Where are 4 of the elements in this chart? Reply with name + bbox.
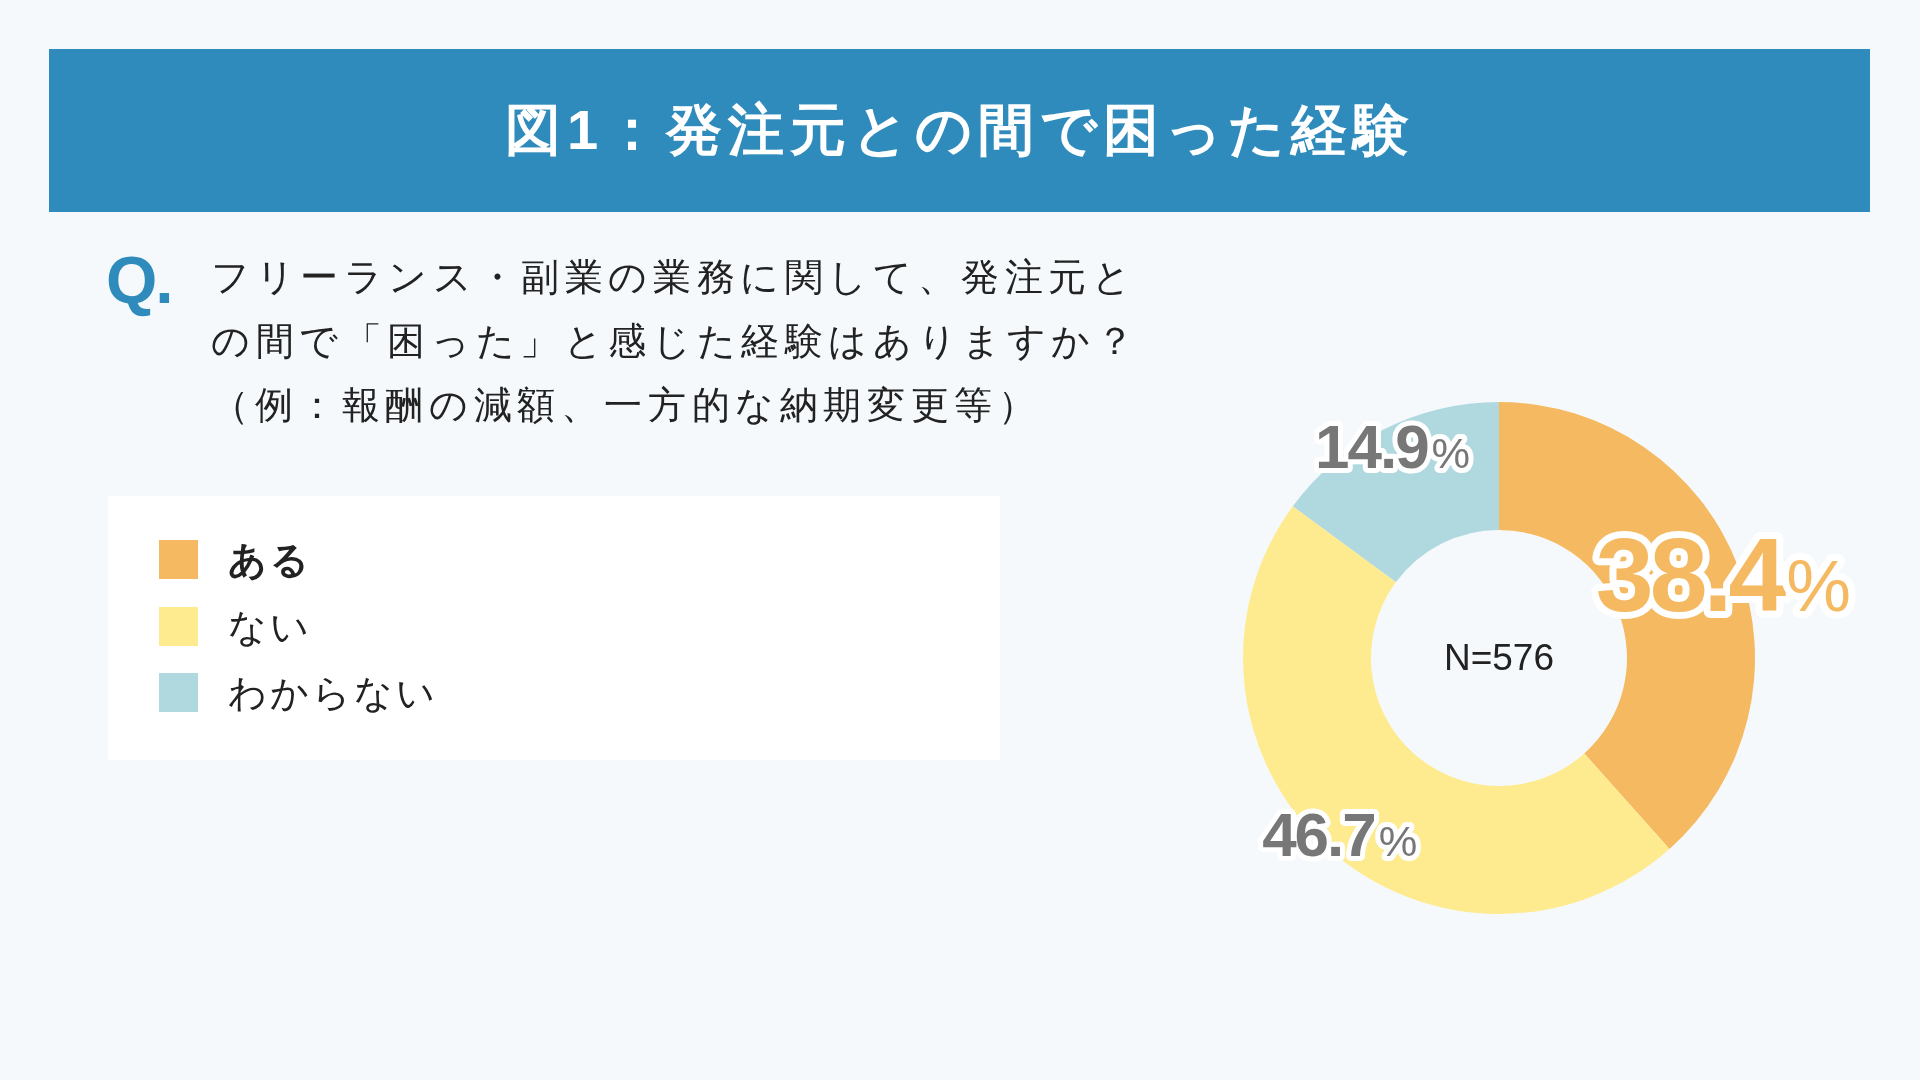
title: 図1：発注元との間で困った経験 [504,97,1416,163]
annotation: Q. [106,242,172,319]
subtitle: フリーランス・副業の業務に関して、発注元との間で「困った」と感じた経験はありますか？（例：報酬の減額、一方的な納期変更等） [211,255,1141,428]
annotation: N=576 [1442,636,1556,680]
